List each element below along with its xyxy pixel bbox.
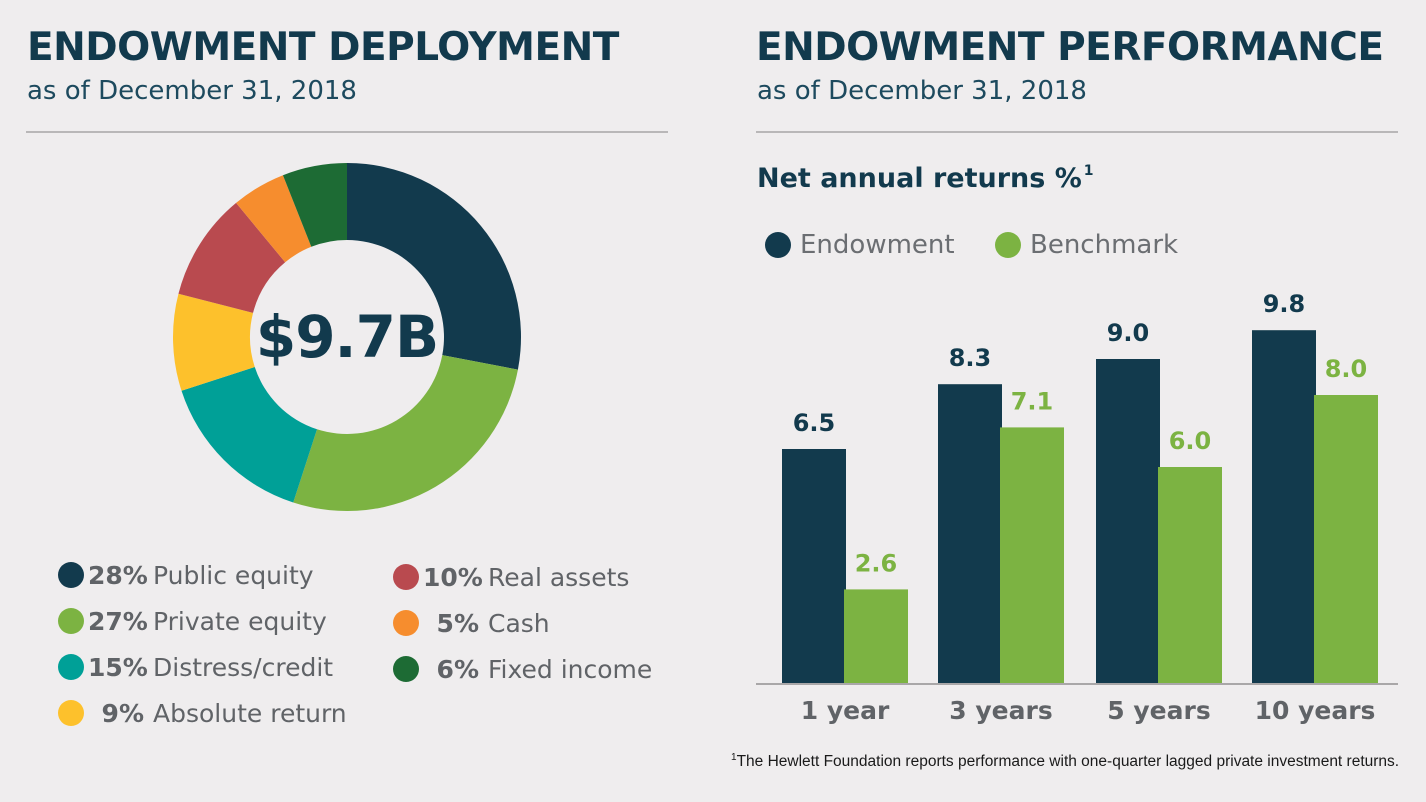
x-tick-label: 5 years (1107, 696, 1210, 725)
data-label-endowment-3-years: 8.3 (949, 344, 992, 372)
legend-pct: 9% (101, 698, 144, 728)
legend-label: Distress/credit (153, 652, 334, 682)
chart-title-text: Net annual returns % (757, 163, 1082, 194)
legend-swatch (58, 608, 84, 634)
legend-item-absolute-return: 9% Absolute return (58, 695, 347, 731)
performance-title: ENDOWMENT PERFORMANCE (756, 25, 1384, 70)
donut-slice-distress-credit (181, 366, 318, 503)
performance-subtitle: as of December 31, 2018 (757, 76, 1087, 106)
series-legend-endowment: Endowment (765, 228, 955, 262)
legend-item-real-assets: 10% Real assets (393, 559, 629, 595)
bar-benchmark-10-years (1314, 395, 1378, 683)
legend-pct: 27% (88, 606, 148, 636)
legend-pct: 5% (436, 608, 479, 638)
legend-swatch (58, 654, 84, 680)
deployment-subtitle: as of December 31, 2018 (27, 76, 357, 106)
bar-endowment-5-years (1096, 359, 1160, 683)
legend-label: Cash (488, 608, 550, 638)
donut-slice-absolute-return (173, 293, 255, 391)
legend-label: Absolute return (153, 698, 347, 728)
bar-benchmark-3-years (1000, 427, 1064, 683)
deployment-title: ENDOWMENT DEPLOYMENT (27, 25, 619, 70)
data-label-benchmark-10-years: 8.0 (1325, 355, 1368, 383)
legend-swatch (58, 700, 84, 726)
legend-item-fixed-income: 6% Fixed income (393, 651, 652, 687)
bar-endowment-1-year (782, 449, 846, 683)
legend-item-distress-credit: 15% Distress/credit (58, 649, 333, 685)
allocation-donut-chart (173, 163, 521, 511)
legend-item-public-equity: 28% Public equity (58, 557, 314, 593)
data-label-benchmark-3-years: 7.1 (1011, 387, 1054, 415)
footnote-marker: 1 (731, 752, 737, 763)
series-legend-benchmark: Benchmark (995, 228, 1178, 262)
legend-label: Public equity (153, 560, 314, 590)
footnote-text: The Hewlett Foundation reports performan… (736, 753, 1400, 770)
donut-slice-cash (236, 175, 312, 263)
deployment-divider (26, 131, 668, 133)
series-swatch-endowment (765, 232, 791, 258)
chart-title: Net annual returns % 1 (757, 163, 1094, 194)
legend-swatch (58, 562, 84, 588)
bar-benchmark-5-years (1158, 467, 1222, 683)
donut-slice-fixed-income (282, 163, 347, 247)
legend-item-private-equity: 27% Private equity (58, 603, 327, 639)
endowment-total: $9.7B (255, 303, 439, 371)
legend-swatch (393, 610, 419, 636)
bar-endowment-10-years (1252, 330, 1316, 683)
data-label-benchmark-5-years: 6.0 (1169, 427, 1212, 455)
legend-swatch (393, 656, 419, 682)
series-label-endowment: Endowment (800, 230, 955, 260)
x-tick-label: 3 years (949, 696, 1052, 725)
x-tick-label: 10 years (1255, 696, 1376, 725)
legend-pct: 10% (423, 562, 483, 592)
donut-slice-public-equity (347, 163, 521, 370)
legend-label: Fixed income (488, 654, 653, 684)
performance-divider (756, 131, 1398, 133)
legend-label: Private equity (153, 606, 327, 636)
legend-item-cash: 5% Cash (393, 605, 550, 641)
footnote: 1The Hewlett Foundation reports performa… (731, 752, 1399, 771)
returns-bar-chart: 6.5 2.6 1 year 8.3 7.1 3 years 9.0 6.0 5 years 9.… (756, 290, 1398, 725)
data-label-endowment-10-years: 9.8 (1263, 290, 1306, 318)
footnote-reference: 1 (1083, 163, 1094, 179)
legend-swatch (393, 564, 419, 590)
bar-benchmark-1-year (844, 589, 908, 683)
x-tick-label: 1 year (801, 696, 890, 725)
data-label-benchmark-1-year: 2.6 (855, 549, 898, 577)
donut-slice-private-equity (293, 355, 518, 511)
legend-label: Real assets (488, 562, 630, 592)
legend-pct: 15% (88, 652, 148, 682)
data-label-endowment-1-year: 6.5 (793, 409, 836, 437)
data-label-endowment-5-years: 9.0 (1107, 319, 1150, 347)
series-label-benchmark: Benchmark (1030, 230, 1179, 260)
legend-pct: 28% (88, 560, 148, 590)
legend-pct: 6% (436, 654, 479, 684)
donut-slice-real-assets (178, 202, 286, 313)
bar-endowment-3-years (938, 384, 1002, 683)
series-swatch-benchmark (995, 232, 1021, 258)
